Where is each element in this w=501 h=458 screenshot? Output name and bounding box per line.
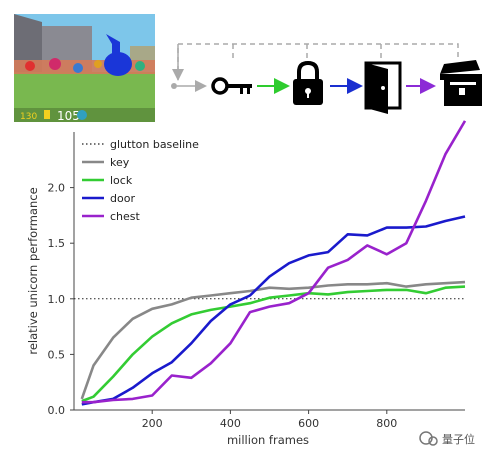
legend-label: chest (110, 210, 141, 223)
watermark-logo-icon (419, 431, 438, 446)
health-icon (77, 110, 87, 120)
y-tick-label: 1.5 (48, 237, 66, 250)
score-counter: 105 (57, 109, 80, 123)
sequence-diagram (171, 43, 482, 114)
series-line-door (81, 215, 466, 406)
key-icon (211, 77, 252, 95)
legend-label: key (110, 156, 130, 169)
legend-label: door (110, 192, 135, 205)
x-tick-label: 800 (376, 417, 397, 430)
series-line-chest (81, 120, 467, 404)
ammo-counter: 130 (20, 112, 37, 122)
ammo-icon (44, 110, 50, 119)
y-axis-label: relative unicorn performance (26, 187, 40, 354)
series-line-lock (81, 285, 466, 403)
y-tick-label: 2.0 (48, 182, 66, 195)
y-ticks: 0.0 0.5 1.0 1.5 2.0 (48, 182, 74, 417)
door-icon (364, 61, 402, 114)
y-tick-label: 0.5 (48, 348, 66, 361)
chest-icon (440, 60, 482, 106)
unicorn-icon (104, 34, 132, 76)
y-tick-label: 1.0 (48, 293, 66, 306)
series-lines (80, 120, 467, 406)
x-tick-label: 200 (142, 417, 163, 430)
game-screenshot: 130 105 (14, 14, 155, 123)
watermark-text: 量子位 (442, 432, 475, 446)
legend: glutton baseline key lock door chest (82, 138, 199, 223)
y-tick-label: 0.0 (48, 404, 66, 417)
lock-icon (293, 60, 323, 105)
legend-label: lock (110, 174, 133, 187)
watermark: 量子位 (419, 431, 475, 446)
x-ticks: 200 400 600 800 (142, 410, 397, 430)
chart: 0.0 0.5 1.0 1.5 2.0 200 400 600 800 glutton bas… (26, 120, 467, 447)
x-tick-label: 400 (220, 417, 241, 430)
series-line-key (80, 280, 466, 400)
x-axis-label: million frames (227, 433, 309, 447)
legend-label: glutton baseline (110, 138, 199, 151)
x-tick-label: 600 (298, 417, 319, 430)
